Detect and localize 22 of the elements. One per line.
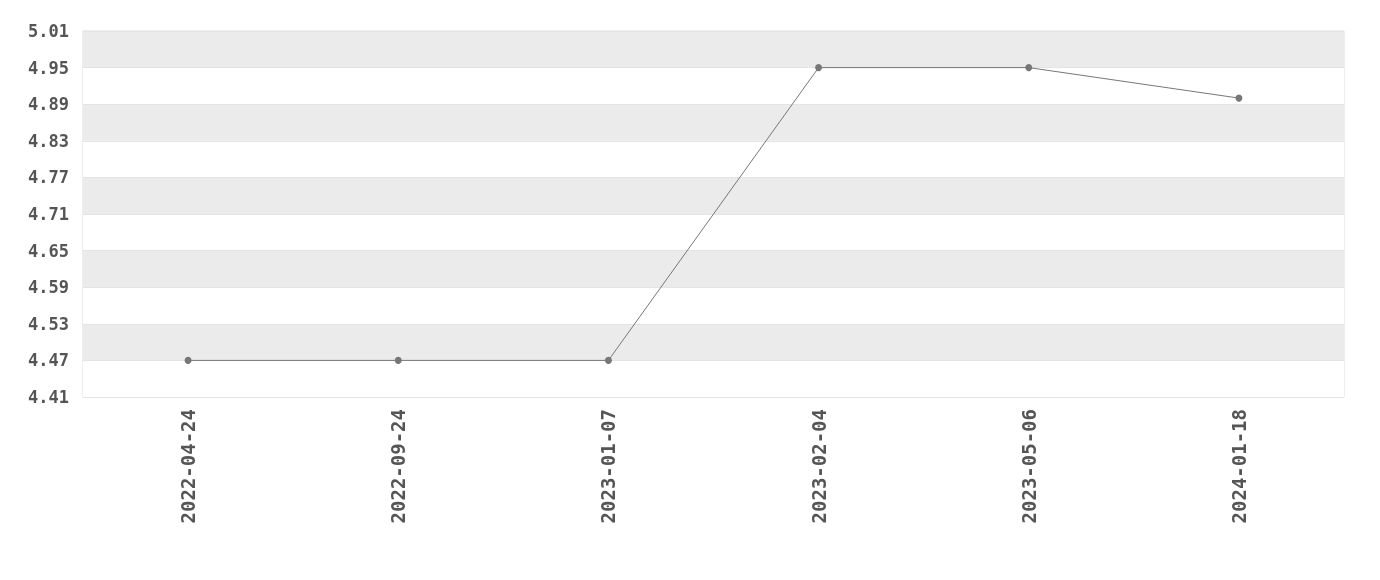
- y-tick-label: 4.53: [28, 313, 69, 334]
- point: [394, 356, 402, 364]
- point: [604, 356, 612, 364]
- x-tick-label: 2023-01-07: [597, 409, 620, 524]
- y-tick-label: 4.77: [28, 167, 69, 188]
- point: [184, 356, 192, 364]
- x-tick-label: 2022-09-24: [387, 409, 410, 524]
- y-tick-label: 4.47: [28, 350, 69, 371]
- y-tick-label: 4.71: [28, 204, 69, 224]
- x-tick-label: 2023-05-06: [1017, 409, 1040, 524]
- x-tick-label: 2024-01-18: [1227, 409, 1250, 524]
- y-tick-label: 4.59: [28, 277, 69, 298]
- y-tick-label: 5.01: [28, 21, 69, 41]
- y-tick-label: 4.41: [28, 387, 69, 407]
- x-tick-label: 2022-04-24: [177, 409, 200, 524]
- y-tick-label: 4.89: [28, 94, 69, 115]
- y-tick-label: 4.95: [28, 57, 69, 78]
- point: [815, 64, 823, 72]
- y-tick-label: 4.83: [28, 130, 69, 151]
- x-tick-label: 2023-02-04: [807, 409, 830, 524]
- point: [1025, 64, 1033, 72]
- y-tick-label: 4.65: [28, 240, 69, 261]
